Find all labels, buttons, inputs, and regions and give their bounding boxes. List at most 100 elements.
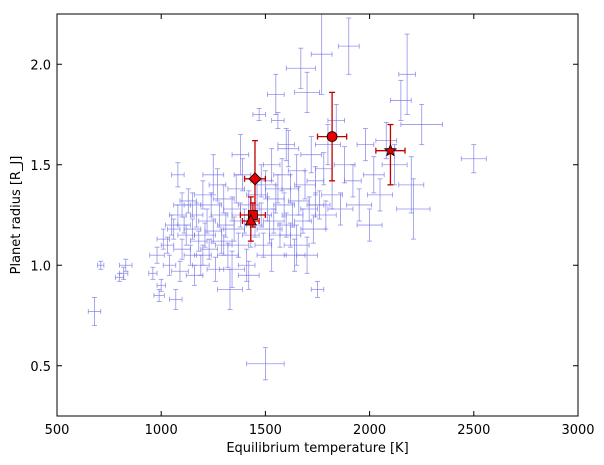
data-point (169, 288, 183, 310)
data-point (310, 280, 325, 298)
axis-ticks: 500 1000 1500 2000 2500 3000 0.5 1.0 1.5 2.0 (30, 14, 595, 438)
data-point (398, 33, 416, 115)
data-point (217, 268, 243, 310)
data-point (381, 144, 408, 186)
data-point (173, 238, 191, 260)
data-point (256, 238, 287, 272)
data-point (219, 250, 245, 288)
y-tick-label: 1.0 (30, 259, 51, 274)
data-point (294, 71, 320, 113)
data-point (287, 186, 310, 216)
x-tick-label: 3000 (561, 423, 594, 438)
data-point (246, 347, 285, 381)
data-point (149, 246, 165, 264)
data-point (217, 212, 235, 238)
data-point (271, 112, 285, 129)
data-point (390, 79, 412, 121)
data-point (183, 218, 202, 240)
data-point (164, 214, 179, 236)
x-tick-label: 1500 (249, 423, 282, 438)
data-point (367, 178, 393, 212)
highlight-point-circle (316, 91, 348, 182)
data-point (87, 297, 102, 326)
y-axis-label: Planet radius [R_J] (9, 156, 24, 275)
data-point (285, 47, 316, 89)
data-point (296, 236, 318, 274)
data-point (200, 238, 218, 260)
data-point (171, 260, 189, 282)
data-point (97, 260, 105, 270)
data-point (287, 154, 306, 188)
data-point (279, 222, 302, 248)
highlight-point-diamond (243, 139, 267, 218)
data-point (237, 260, 260, 290)
data-point (156, 278, 166, 292)
data-point (179, 188, 198, 214)
data-point (233, 158, 252, 192)
data-point (277, 212, 295, 238)
data-point (189, 230, 208, 252)
data-point (177, 224, 195, 246)
highlight-point-star (375, 123, 406, 186)
y-tick-label: 2.0 (30, 58, 51, 73)
data-point (204, 218, 223, 244)
data-point (237, 248, 256, 282)
data-point (346, 188, 373, 222)
data-point (356, 128, 375, 162)
background-errorbars (87, 13, 487, 381)
data-point (264, 174, 291, 204)
data-point (167, 218, 181, 240)
data-point (306, 192, 325, 218)
data-point (327, 192, 354, 226)
data-point (194, 244, 212, 266)
x-tick-label: 1000 (145, 423, 178, 438)
data-point (283, 224, 310, 266)
plot-frame (56, 13, 579, 417)
data-point (277, 128, 295, 162)
data-point (396, 178, 431, 240)
data-point (267, 184, 285, 214)
data-point (400, 104, 443, 146)
data-point (267, 73, 285, 115)
data-point (315, 152, 333, 186)
data-point (273, 192, 295, 218)
data-point (375, 122, 398, 160)
data-point (119, 258, 133, 272)
y-tick-label: 1.5 (30, 159, 51, 174)
data-point (210, 202, 229, 228)
x-tick-label: 500 (45, 423, 70, 438)
highlight-series (239, 91, 406, 242)
data-point (315, 124, 341, 166)
x-axis-label: Equilibrium temperature [K] (226, 441, 408, 456)
data-point (262, 208, 285, 234)
y-tick-label: 0.5 (30, 360, 51, 375)
data-point (256, 214, 283, 244)
data-point (214, 234, 233, 256)
highlight-point-triangle (241, 196, 260, 242)
data-point (337, 17, 360, 75)
data-point (310, 13, 333, 95)
data-point (202, 154, 225, 196)
data-point (300, 214, 327, 244)
data-point (262, 148, 281, 182)
data-point (231, 134, 250, 176)
data-point (148, 266, 158, 280)
data-point (294, 170, 316, 200)
data-point (460, 144, 487, 174)
data-point (254, 232, 273, 258)
data-point (198, 208, 216, 234)
x-tick-label: 2000 (353, 423, 386, 438)
data-point (356, 208, 383, 242)
data-point (300, 196, 318, 222)
data-point (398, 156, 425, 214)
x-tick-label: 2500 (457, 423, 490, 438)
data-point (171, 162, 185, 188)
data-point (162, 254, 177, 276)
data-point (194, 222, 216, 248)
data-point (252, 108, 266, 121)
data-point (210, 228, 233, 254)
data-point (173, 192, 191, 218)
data-point (344, 164, 362, 198)
data-point (362, 156, 385, 194)
